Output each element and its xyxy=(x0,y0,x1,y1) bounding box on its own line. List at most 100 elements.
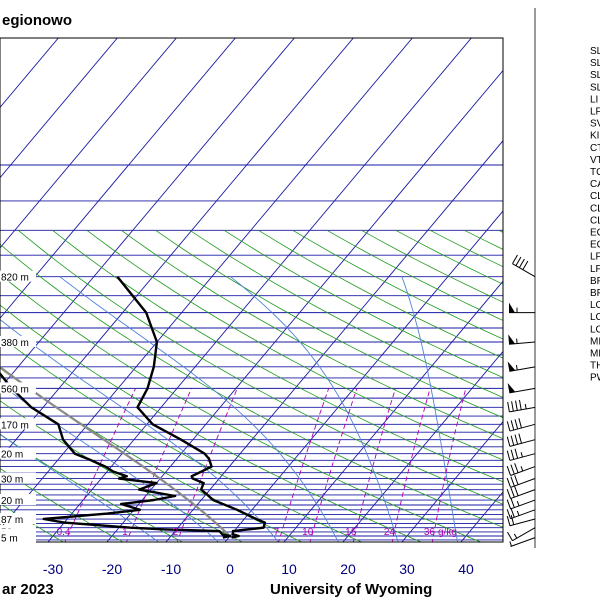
chart-footer-date: ar 2023 xyxy=(2,581,54,598)
dry-adiabat-line xyxy=(0,467,124,542)
moist-adiabat-line xyxy=(59,276,339,542)
station-index-label: SL xyxy=(590,70,600,81)
station-index-label: SL xyxy=(590,46,600,57)
wind-barb-feather xyxy=(510,507,515,518)
wind-barb xyxy=(508,334,536,345)
height-label-background xyxy=(0,494,36,506)
x-tick-label: -30 xyxy=(43,561,63,577)
station-index-label: LF xyxy=(590,264,600,275)
mixing-ratio-label: 1 xyxy=(122,527,128,538)
height-label-background xyxy=(0,513,36,525)
parcel-path-line xyxy=(0,365,233,539)
wind-barb-flag xyxy=(507,361,516,372)
wind-barb-staff xyxy=(512,263,536,278)
station-index-label: PW xyxy=(590,373,600,384)
isotherm-line xyxy=(106,69,503,542)
wind-barb-feather xyxy=(510,487,515,498)
station-index-label: SL xyxy=(590,58,600,69)
mixing-ratio-label: 2 xyxy=(173,527,179,538)
height-label-background xyxy=(0,382,36,394)
wind-barb-half-feather xyxy=(520,466,524,472)
wind-barb-feather xyxy=(518,258,525,268)
station-index-label: SV xyxy=(590,119,600,130)
station-index-label: TH xyxy=(590,361,600,372)
chart-footer-source: University of Wyoming xyxy=(270,581,432,598)
wind-barb-feather xyxy=(514,463,519,473)
wind-barb-feather xyxy=(518,418,522,429)
height-label: 380 m xyxy=(1,338,29,349)
wind-barb xyxy=(506,514,536,527)
station-index-label: LC xyxy=(590,324,600,335)
isotherm-line xyxy=(165,140,503,542)
station-index-label: CA xyxy=(590,179,600,190)
wind-barb-feather xyxy=(522,260,529,270)
station-index-label: BF xyxy=(590,276,600,287)
wind-barb-flag xyxy=(508,334,516,345)
station-index-label: ME xyxy=(590,349,600,360)
x-tick-label: 40 xyxy=(458,561,474,577)
wind-barb-staff xyxy=(510,537,536,547)
wind-barb xyxy=(507,399,536,413)
station-index-label: CL xyxy=(590,203,600,214)
moist-adiabat-line xyxy=(401,276,459,542)
height-label: 560 m xyxy=(1,384,29,395)
station-index-label: KI xyxy=(590,131,599,142)
x-tick-label: 20 xyxy=(340,561,356,577)
wind-barb-feather xyxy=(510,464,515,475)
wind-barb-feather xyxy=(515,256,522,266)
wind-barb-staff xyxy=(509,453,536,461)
height-label-background xyxy=(0,472,36,484)
chart-grid xyxy=(0,38,503,542)
wind-barb-feather xyxy=(510,498,515,508)
wind-barb-feather xyxy=(510,435,515,446)
height-label-background xyxy=(0,531,36,543)
station-index-label: TC xyxy=(590,167,600,178)
isotherm-line xyxy=(0,38,354,460)
isotherm-line xyxy=(0,38,295,390)
wind-barb-half-feather xyxy=(516,510,520,516)
mixing-ratio-label: 10 xyxy=(302,527,314,538)
x-tick-label: 0 xyxy=(226,561,234,577)
wind-barb-staff xyxy=(509,366,536,372)
station-index-label: CL xyxy=(590,215,600,226)
wind-barb-feather xyxy=(510,449,515,460)
isotherm-line xyxy=(0,38,177,249)
station-index-label: LC xyxy=(590,300,600,311)
dry-adiabat-line xyxy=(189,229,503,398)
wind-barb-feather xyxy=(507,531,513,541)
wind-barb-feather xyxy=(518,399,522,410)
dry-adiabat-line xyxy=(0,400,244,542)
wind-barb-staff xyxy=(509,387,536,394)
x-tick-label: -10 xyxy=(161,561,181,577)
isotherm-line xyxy=(0,38,236,319)
mixing-ratio-line xyxy=(391,388,431,542)
station-index-label: EQ xyxy=(590,240,600,251)
wind-barb-feather xyxy=(506,450,511,461)
height-label-background xyxy=(0,418,36,430)
isotherm-line xyxy=(401,421,503,542)
wind-barb xyxy=(509,537,536,547)
plot-frame xyxy=(0,37,504,543)
mixing-ratio-label: 7 xyxy=(274,527,280,538)
wind-barb-half-feather xyxy=(509,541,512,547)
height-label-background xyxy=(0,447,36,459)
wind-barb-feather xyxy=(506,477,512,488)
isotherm-line xyxy=(224,210,503,542)
moist-adiabat-line xyxy=(230,276,399,542)
isotherm-line xyxy=(0,38,118,179)
wind-barb-half-feather xyxy=(520,452,523,458)
mixing-ratio-line xyxy=(64,388,137,542)
wind-barb xyxy=(507,383,536,394)
dry-adiabat-line xyxy=(258,229,503,359)
wind-barb-feather xyxy=(510,420,515,431)
station-index-label: CL xyxy=(590,191,600,202)
wind-barb-feather xyxy=(506,515,511,526)
wind-barb-feather xyxy=(506,488,512,499)
wind-barb xyxy=(506,507,536,520)
wind-barb-feather xyxy=(506,421,511,432)
wind-barb-feather xyxy=(510,476,515,487)
height-label: 87 m xyxy=(1,515,23,526)
dry-adiabat-line xyxy=(18,229,503,505)
